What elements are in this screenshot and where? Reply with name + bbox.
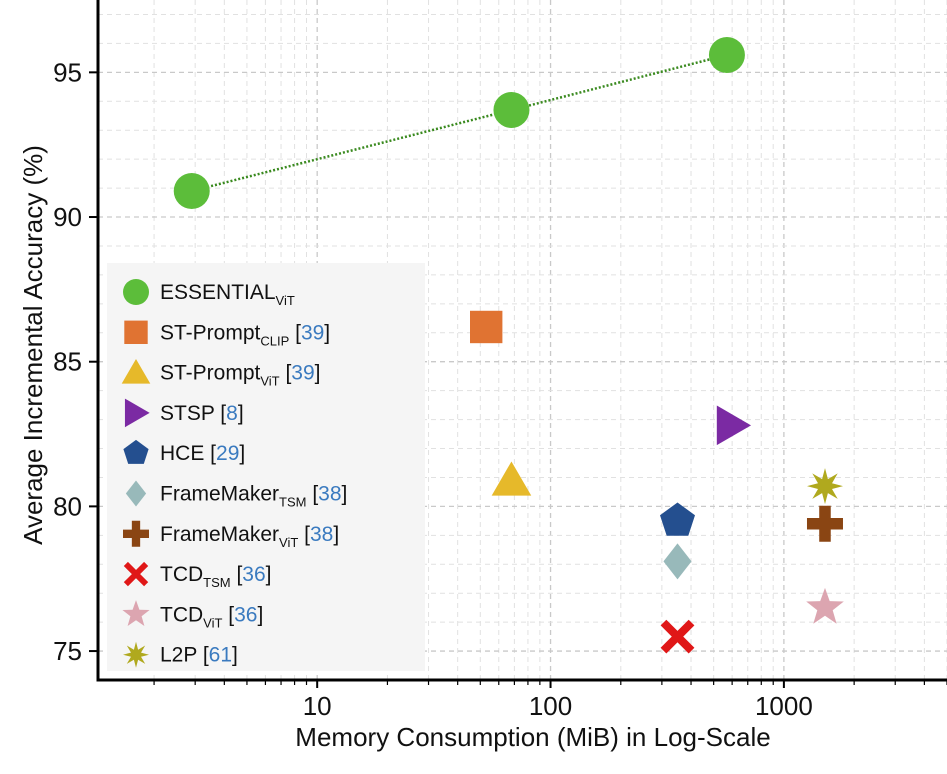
tcd-tsm-point [660,619,695,654]
framemaker-vit-legend-marker [123,520,149,547]
essential-vit-point [708,36,745,73]
x-tick-label: 1000 [755,691,813,721]
essential-vit-legend-label: ESSENTIALViT [160,281,295,308]
essential-vit-line [191,53,728,193]
y-axis-title: Average Incremental Accuracy (%) [18,145,48,545]
framemaker-tsm-legend-label: FrameMakerTSM [38] [160,483,347,510]
y-tick-label: 80 [53,491,82,521]
y-tick-label: 75 [53,636,82,666]
framemaker-tsm-point [663,543,692,580]
framemaker-tsm-legend-marker [125,480,147,507]
st-prompt-clip-legend-marker [124,320,148,344]
data-marks [173,36,844,654]
hce-point [660,502,695,536]
y-tick-label: 85 [53,347,82,377]
legend-box [107,263,425,671]
stsp-point [716,405,752,446]
framemaker-vit-legend-label: FrameMakerViT [38] [160,523,339,550]
legend: ESSENTIALViT ST-PromptCLIP [39] ST-PromptV… [107,263,425,671]
tcd-tsm-legend-marker [123,561,149,587]
y-tick-label: 90 [53,202,82,232]
st-prompt-vit-legend-label: ST-PromptViT [39] [160,362,321,389]
hce-legend-label: HCE [29] [160,442,245,465]
y-tick-label: 95 [53,57,82,87]
tcd-tsm-legend-label: TCDTSM [36] [160,563,272,590]
x-tick-label: 10 [303,691,332,721]
tcd-vit-legend-marker [122,600,150,626]
stsp-legend-label: STSP [8] [160,402,244,425]
tcd-vit-legend-label: TCDViT [36] [160,603,263,630]
essential-vit-point [493,91,530,128]
essential-vit-point [173,172,210,209]
x-axis-title: Memory Consumption (MiB) in Log-Scale [295,722,770,752]
st-prompt-clip-legend-label: ST-PromptCLIP [39] [160,321,330,348]
hce-legend-marker [123,439,149,464]
l2p-point [807,468,843,505]
st-prompt-clip-point [470,310,503,344]
tcd-vit-point [806,587,844,624]
grid [98,0,947,680]
st-prompt-vit-point [491,461,532,496]
essential-vit-legend-marker [123,279,149,305]
stsp-legend-marker [124,398,150,428]
framemaker-vit-point [806,505,843,542]
st-prompt-vit-legend-marker [121,358,151,384]
x-tick-label: 100 [529,691,572,721]
l2p-legend-marker [123,641,149,668]
l2p-legend-label: L2P [61] [160,644,238,667]
axes: 10 100 1000 75 80 85 90 95 Memory Consumption (M… [18,0,947,752]
